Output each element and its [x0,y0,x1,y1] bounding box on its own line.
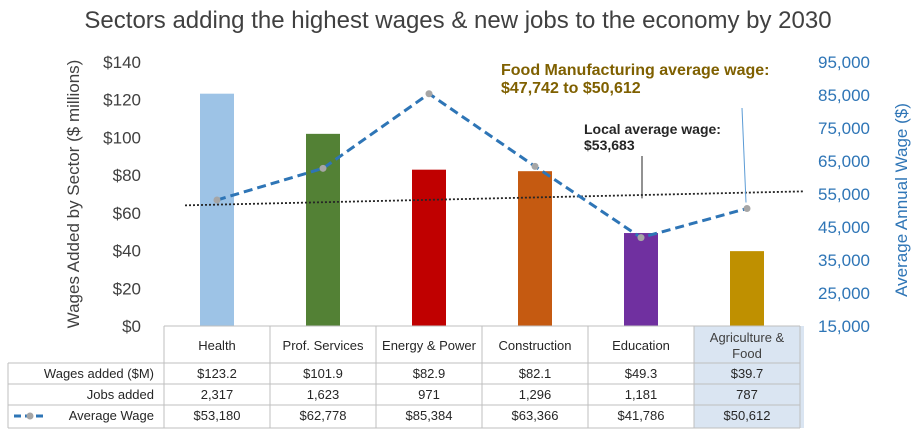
average-wage-point [425,90,433,98]
right-axis-title: Average Annual Wage ($) [892,103,911,297]
right-tick-label: 65,000 [818,152,870,171]
average-wage-point [319,164,327,172]
table-cell: $85,384 [406,408,453,423]
table-row-label: Jobs added [87,387,154,402]
left-tick-label: $140 [103,53,141,72]
table-cell: $41,786 [618,408,665,423]
bar-education [624,233,658,326]
table-cell: 2,317 [201,387,234,402]
bar-energy-power [412,169,446,326]
left-axis: $0 $20 $40 $60 $80 $100 $120 $140 [103,53,141,336]
bar-health [200,93,234,327]
left-tick-label: $20 [113,279,141,298]
left-tick-label: $40 [113,242,141,261]
average-wage-point [213,196,221,204]
table-cell: 1,181 [625,387,658,402]
left-tick-label: $0 [122,317,141,336]
table-cell: $49.3 [625,366,658,381]
bar-prof-services [306,133,340,326]
table-cell: $101.9 [303,366,343,381]
category-label: Food [732,346,762,361]
table-row-label: Average Wage [69,408,154,423]
right-tick-label: 85,000 [818,86,870,105]
food-annotation-line1: Food Manufacturing average wage: [501,62,769,79]
category-label: Agriculture & [710,330,785,345]
category-label: Health [198,338,236,353]
right-tick-label: 45,000 [818,218,870,237]
table-cell: 1,296 [519,387,552,402]
table-cell: $82.9 [413,366,446,381]
table-row-label: Wages added ($M) [44,366,154,381]
right-tick-label: 95,000 [818,53,870,72]
table-cell: $62,778 [300,408,347,423]
food-annotation-leader-line [741,107,747,203]
right-tick-label: 55,000 [818,185,870,204]
table-cell: $63,366 [512,408,559,423]
right-tick-label: 15,000 [818,317,870,336]
table-cell: $82.1 [519,366,552,381]
category-label: Education [612,338,670,353]
left-axis-title: Wages Added by Sector ($ millions) [64,60,83,329]
table-cell: 971 [418,387,440,402]
right-tick-label: 35,000 [818,251,870,270]
right-axis: 15,000 25,000 35,000 45,000 55,000 65,000 75,0… [818,53,870,336]
left-tick-label: $80 [113,166,141,185]
highlight-column-background [694,326,804,428]
left-tick-label: $60 [113,204,141,223]
left-tick-label: $100 [103,128,141,147]
table-cell: $39.7 [731,366,764,381]
local-average-reference-line [184,190,805,207]
right-tick-label: 25,000 [818,284,870,303]
local-annotation-line2: $53,683 [584,137,635,153]
local-annotation-line1: Local average wage: [584,121,721,137]
bar-series [200,93,764,327]
table-cell: $123.2 [197,366,237,381]
data-table: Health Prof. Services Energy & Power Constr… [7,325,801,429]
table-cell: $50,612 [724,408,771,423]
category-label: Prof. Services [283,338,364,353]
table-cell: 787 [736,387,758,402]
average-wage-points [213,90,751,242]
table-cell: 1,623 [307,387,340,402]
average-wage-line [216,91,748,240]
bar-agriculture-food [730,251,764,326]
average-wage-point [637,234,645,242]
average-wage-point [743,204,751,212]
chart-title: Sectors adding the highest wages & new j… [84,7,831,34]
left-tick-label: $120 [103,91,141,110]
table-cell: $53,180 [194,408,241,423]
food-annotation-line2: $47,742 to $50,612 [501,80,641,97]
category-label: Construction [499,338,572,353]
average-wage-point [531,162,539,170]
right-tick-label: 75,000 [818,119,870,138]
bar-construction [518,171,552,326]
category-label: Energy & Power [382,338,477,353]
legend-marker-average-wage [26,412,34,420]
